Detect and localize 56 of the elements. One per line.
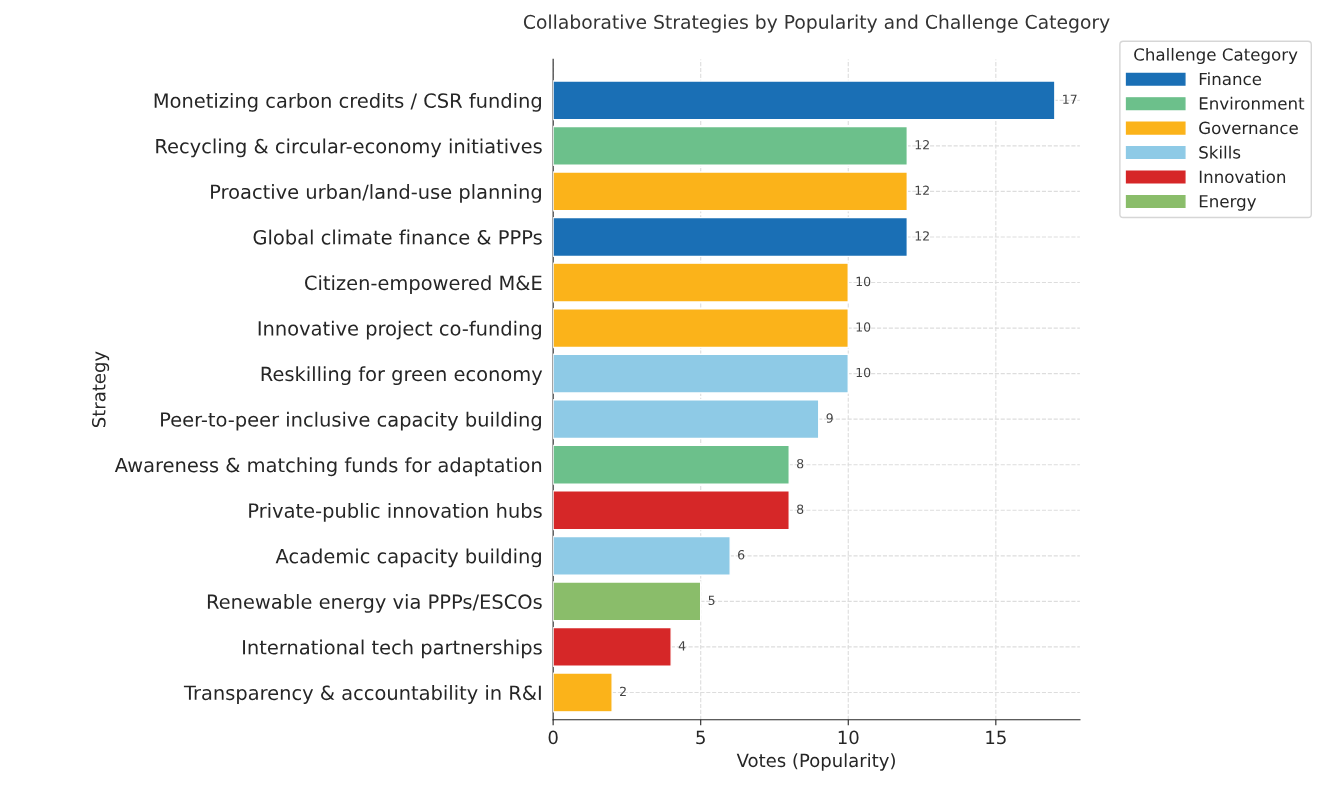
- bar: [553, 80, 1056, 121]
- x-tick-label: 15: [986, 730, 1006, 745]
- data-label: 10: [856, 322, 871, 332]
- y-tick-label: Reskilling for green economy: [261, 366, 543, 386]
- y-tick-label: Recycling & circular-economy initiatives: [156, 138, 542, 158]
- y-tick-label: Monetizing carbon credits / CSR funding: [154, 92, 541, 112]
- legend-label: Environment: [1199, 96, 1305, 110]
- data-label: 5: [708, 595, 715, 606]
- legend-label: Energy: [1199, 195, 1257, 211]
- legend-title: Challenge Category: [1134, 47, 1298, 65]
- data-label: 2: [620, 686, 626, 696]
- data-label: 8: [797, 458, 804, 469]
- data-label: 17: [1063, 94, 1077, 104]
- y-tick-label: Academic capacity building: [275, 548, 541, 568]
- data-label: 6: [738, 550, 745, 560]
- bar: [553, 444, 790, 485]
- y-tick-label: Proactive urban/land-use planning: [211, 184, 541, 203]
- y-tick-label: Private-public innovation hubs: [249, 502, 542, 522]
- y-tick-label: Citizen-empowered M&E: [305, 275, 542, 294]
- bar: [553, 216, 908, 258]
- bar: [553, 672, 613, 713]
- data-label: 12: [915, 185, 929, 195]
- x-tick-label: 10: [838, 730, 859, 745]
- x-axis-title: Votes (Popularity): [736, 753, 895, 771]
- x-tick-label: 0: [548, 730, 558, 745]
- y-tick-label: Renewable energy via PPPs/ESCOs: [207, 593, 542, 613]
- bar: [553, 171, 908, 212]
- y-tick-label: International tech partnerships: [243, 639, 542, 659]
- data-label: 9: [826, 413, 833, 423]
- legend-label: Innovation: [1199, 170, 1286, 184]
- data-label: 4: [678, 641, 686, 651]
- data-label: 8: [797, 504, 804, 514]
- bar: [553, 490, 790, 531]
- y-tick-label: Awareness & matching funds for adaptation: [114, 457, 542, 477]
- y-tick-label: Peer-to-peer inclusive capacity building: [161, 411, 541, 431]
- legend-label: Governance: [1199, 121, 1298, 135]
- data-label: 12: [915, 231, 929, 241]
- data-label: 10: [856, 276, 871, 287]
- bar: [553, 125, 908, 166]
- bar: [553, 581, 702, 622]
- y-axis-title: Strategy: [91, 351, 110, 428]
- data-label: 12: [915, 140, 929, 150]
- bar: [553, 535, 731, 576]
- y-tick-label: Global climate finance & PPPs: [253, 229, 542, 245]
- bar: [553, 308, 849, 349]
- y-tick-label: Transparency & accountability in R&I: [183, 685, 541, 704]
- x-tick-label: 5: [696, 730, 705, 745]
- chart-title: Collaborative Strategies by Popularity and Challenge Category: [523, 14, 1110, 33]
- y-tick-label: Innovative project co-funding: [258, 320, 541, 340]
- legend-label: Finance: [1199, 72, 1262, 86]
- bar: [553, 626, 672, 667]
- data-label: 10: [856, 367, 871, 378]
- legend-label: Skills: [1199, 145, 1241, 159]
- bar: [553, 353, 849, 394]
- bar: [553, 262, 849, 303]
- bar: [553, 399, 820, 440]
